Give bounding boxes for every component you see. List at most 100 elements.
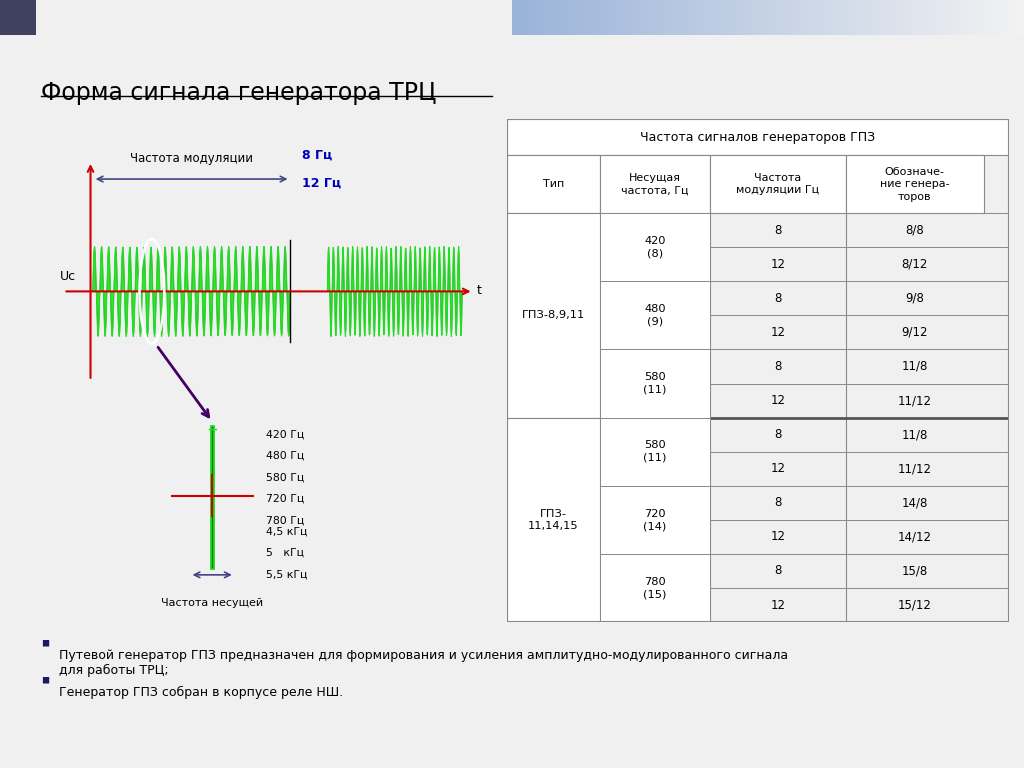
Bar xyxy=(520,0,522,35)
Text: 11/8: 11/8 xyxy=(901,428,928,441)
Bar xyxy=(888,0,890,35)
Bar xyxy=(643,0,646,35)
Bar xyxy=(857,0,859,35)
Bar xyxy=(842,0,844,35)
Bar xyxy=(934,0,937,35)
Bar xyxy=(764,0,767,35)
Bar xyxy=(883,0,885,35)
Bar xyxy=(738,0,741,35)
Bar xyxy=(815,0,818,35)
Bar xyxy=(743,0,746,35)
Bar xyxy=(924,0,927,35)
Bar xyxy=(885,0,888,35)
Bar xyxy=(522,0,525,35)
Text: 780
(15): 780 (15) xyxy=(643,577,667,599)
Bar xyxy=(988,0,990,35)
Bar xyxy=(749,0,752,35)
Bar xyxy=(699,0,702,35)
Bar xyxy=(963,0,965,35)
Bar xyxy=(705,0,708,35)
Bar xyxy=(908,0,910,35)
Bar xyxy=(733,0,736,35)
Text: Путевой генератор ГПЗ предназначен для формирования и усиления амплитудно-модули: Путевой генератор ГПЗ предназначен для ф… xyxy=(59,649,788,677)
Bar xyxy=(818,0,821,35)
Bar xyxy=(568,0,571,35)
Bar xyxy=(993,0,995,35)
Bar xyxy=(837,0,839,35)
Bar xyxy=(679,0,682,35)
Text: 580
(11): 580 (11) xyxy=(643,441,667,463)
Bar xyxy=(779,0,782,35)
Text: 11/12: 11/12 xyxy=(898,462,932,475)
Bar xyxy=(862,0,864,35)
Bar xyxy=(726,0,728,35)
Bar xyxy=(527,0,530,35)
Bar xyxy=(890,0,893,35)
Bar xyxy=(975,0,978,35)
Bar xyxy=(626,0,628,35)
Bar xyxy=(536,0,538,35)
Bar xyxy=(949,0,952,35)
Bar xyxy=(854,0,857,35)
Bar xyxy=(736,0,738,35)
Bar xyxy=(723,0,726,35)
Bar xyxy=(828,0,831,35)
Text: 15/12: 15/12 xyxy=(898,598,932,611)
Bar xyxy=(662,0,664,35)
Bar xyxy=(872,0,874,35)
Text: 8: 8 xyxy=(774,564,781,578)
Bar xyxy=(985,0,988,35)
Bar xyxy=(664,0,667,35)
Bar xyxy=(669,0,672,35)
Text: 14/8: 14/8 xyxy=(901,496,928,509)
Bar xyxy=(546,0,548,35)
Bar xyxy=(692,0,694,35)
Text: 12: 12 xyxy=(770,598,785,611)
Text: 14/12: 14/12 xyxy=(898,531,932,544)
Text: 720
(14): 720 (14) xyxy=(643,508,667,531)
Bar xyxy=(592,0,594,35)
Bar xyxy=(898,0,900,35)
Bar xyxy=(846,155,983,213)
Text: 720 Гц: 720 Гц xyxy=(266,494,304,504)
Bar xyxy=(672,0,674,35)
Text: 8: 8 xyxy=(774,223,781,237)
Text: Uc: Uc xyxy=(60,270,76,283)
Bar xyxy=(1006,0,1009,35)
Bar xyxy=(919,0,921,35)
Bar xyxy=(878,0,880,35)
Text: 5   кГц: 5 кГц xyxy=(266,548,304,558)
Bar xyxy=(942,0,944,35)
Text: 8: 8 xyxy=(774,360,781,373)
Bar xyxy=(600,155,710,213)
Bar xyxy=(1019,0,1021,35)
Bar xyxy=(599,0,602,35)
Bar xyxy=(617,0,621,35)
Bar xyxy=(532,0,536,35)
Bar xyxy=(808,0,810,35)
Bar xyxy=(965,0,968,35)
Bar xyxy=(571,0,573,35)
Text: 15/8: 15/8 xyxy=(901,564,928,578)
Bar xyxy=(656,0,658,35)
Bar xyxy=(602,0,604,35)
Bar xyxy=(937,0,939,35)
Text: 8: 8 xyxy=(774,428,781,441)
Text: ◼: ◼ xyxy=(41,637,49,648)
Text: Тип: Тип xyxy=(543,179,564,189)
Bar xyxy=(561,0,563,35)
Bar xyxy=(573,0,577,35)
Text: 780 Гц: 780 Гц xyxy=(266,515,304,525)
Bar xyxy=(638,0,641,35)
Bar xyxy=(777,0,779,35)
Bar xyxy=(582,0,584,35)
Bar xyxy=(600,349,710,418)
Text: ГПЗ-8,9,11: ГПЗ-8,9,11 xyxy=(521,310,585,320)
Text: 8/8: 8/8 xyxy=(905,223,924,237)
Bar xyxy=(900,0,903,35)
Bar xyxy=(805,0,808,35)
Text: 11/8: 11/8 xyxy=(901,360,928,373)
Bar xyxy=(952,0,954,35)
Bar xyxy=(826,0,828,35)
Bar xyxy=(525,0,527,35)
